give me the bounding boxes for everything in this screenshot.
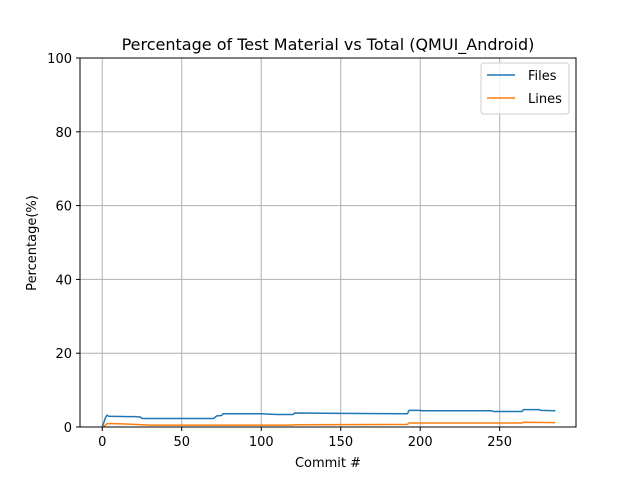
x-axis-label: Commit #: [295, 456, 361, 471]
legend-label-lines: Lines: [528, 92, 562, 107]
x-tick-label: 200: [408, 435, 433, 450]
series-layer: [101, 408, 556, 428]
x-axis: 0 50 100 150 200 250: [98, 427, 512, 450]
y-axis: 0 20 40 60 80 100: [47, 52, 80, 436]
legend-label-files: Files: [528, 69, 557, 84]
series-line-files: [101, 408, 556, 428]
x-tick-label: 50: [173, 435, 190, 450]
legend: Files Lines: [480, 62, 570, 115]
y-tick-label: 40: [55, 273, 72, 288]
plot-frame: [79, 57, 577, 428]
y-tick-label: 80: [55, 126, 72, 141]
x-tick-label: 250: [487, 435, 512, 450]
x-tick-label: 150: [328, 435, 353, 450]
y-tick-label: 60: [55, 200, 72, 215]
y-tick-label: 20: [55, 347, 72, 362]
y-axis-label: Percentage(%): [25, 195, 40, 291]
x-tick-label: 0: [98, 435, 106, 450]
chart-title: Percentage of Test Material vs Total (QM…: [122, 35, 535, 55]
series-line-lines: [101, 421, 556, 428]
x-tick-label: 100: [249, 435, 274, 450]
y-tick-label: 100: [47, 52, 72, 67]
y-tick-label: 0: [64, 421, 72, 436]
